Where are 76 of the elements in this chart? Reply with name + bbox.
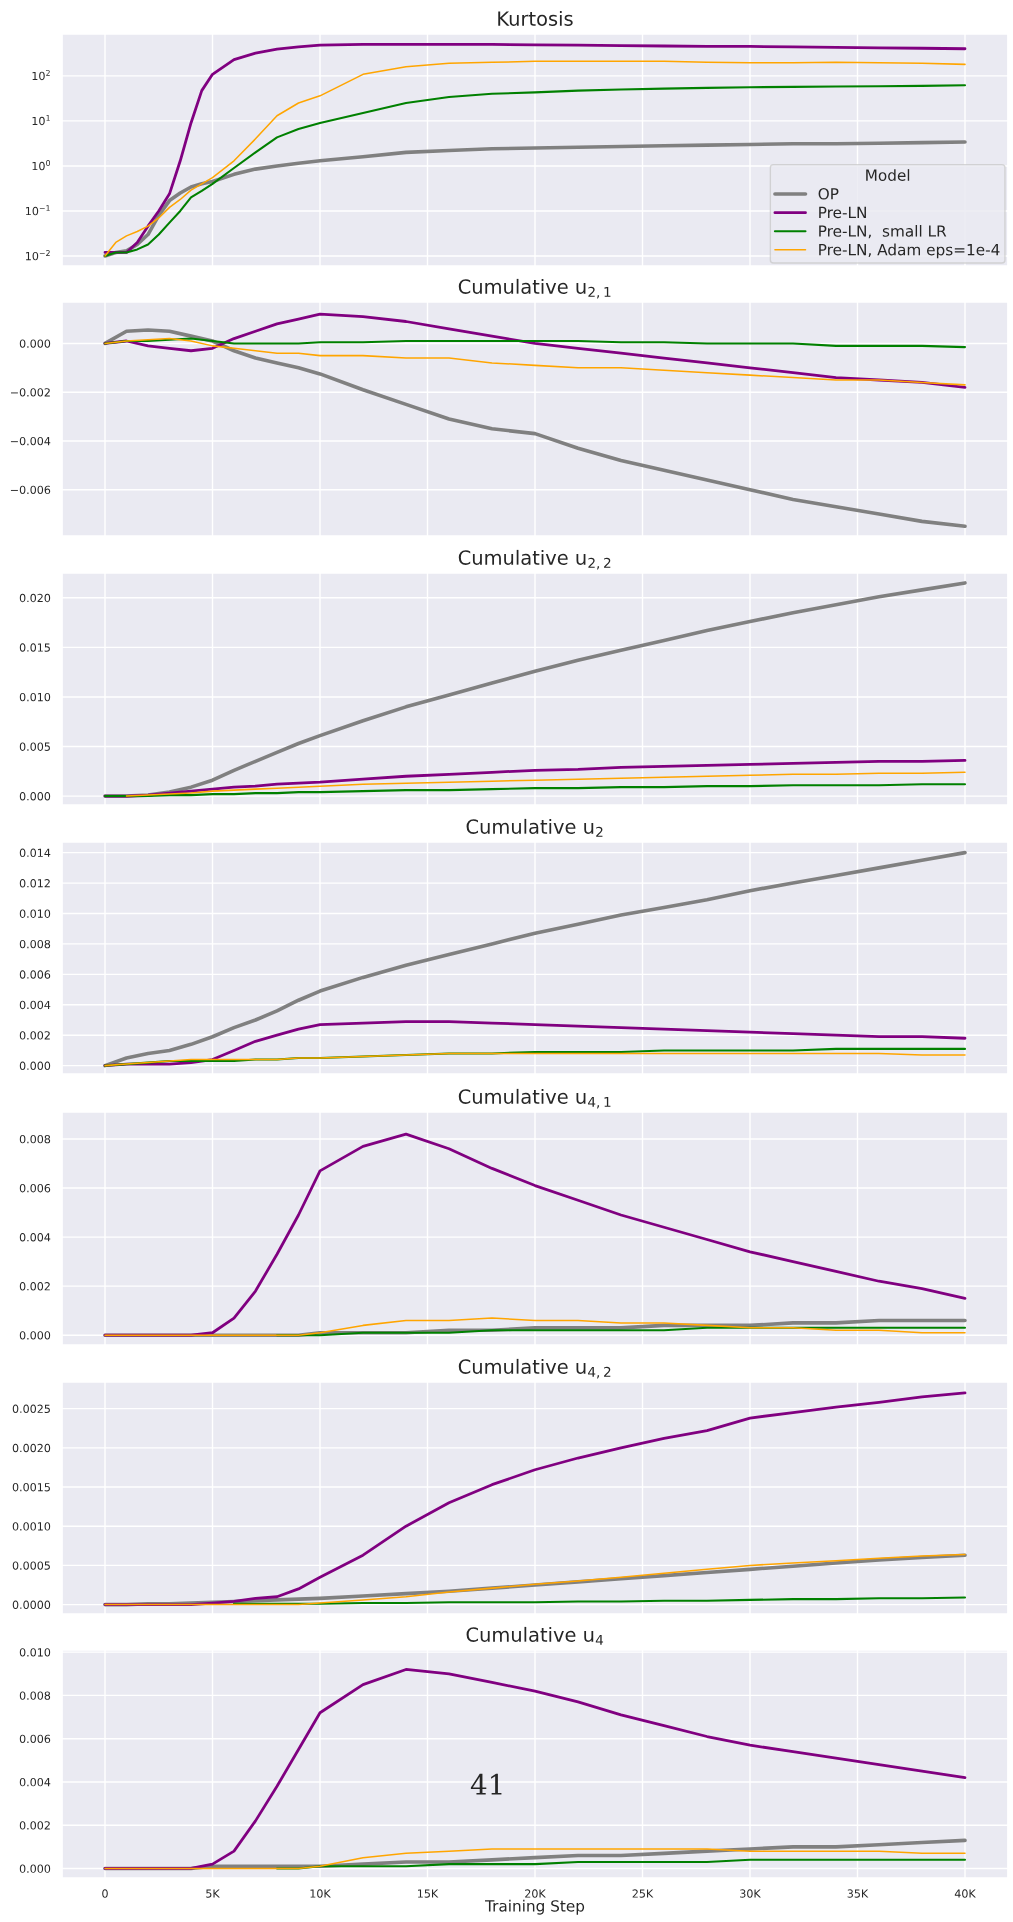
- x-tick-label: 0: [102, 1889, 108, 1898]
- x-tick-label: 5K: [206, 1889, 220, 1898]
- y-tick-label: 0.012: [19, 879, 50, 888]
- chart-title: Cumulative u$_{2}$: [466, 818, 603, 837]
- y-tick-label: 0.000: [19, 792, 51, 801]
- y-tick-label: −0.002: [10, 388, 50, 397]
- y-tick-label: 0.0025: [12, 1404, 50, 1414]
- y-tick-label: 10$^{0}$: [32, 160, 51, 171]
- x-tick-label: 30K: [740, 1889, 761, 1898]
- y-tick-label: 0.008: [19, 939, 51, 949]
- y-tick-label: 0.008: [19, 1691, 51, 1700]
- x-tick-label: 20K: [525, 1889, 546, 1898]
- legend-label: OP: [818, 188, 839, 200]
- y-tick-label: 0.002: [19, 1282, 50, 1291]
- line-series: [275, 1858, 967, 1870]
- x-tick-label: 40K: [954, 1889, 976, 1898]
- y-tick-label: 0.005: [19, 742, 50, 751]
- y-tick-label: 10$^{−1}$: [26, 205, 50, 216]
- y-tick-label: 0.0005: [12, 1561, 50, 1570]
- y-tick-label: 0.014: [19, 848, 51, 858]
- x-tick-label: 15K: [418, 1889, 439, 1898]
- y-tick-label: 0.0020: [12, 1443, 51, 1453]
- line-series: [232, 1596, 967, 1605]
- line-series: [104, 337, 966, 386]
- chart-title: Kurtosis: [498, 10, 573, 26]
- y-tick-label: 0.010: [19, 692, 51, 702]
- line-series: [103, 337, 967, 349]
- y-tick-label: −0.006: [10, 485, 51, 495]
- line-series: [104, 1848, 966, 1870]
- y-tick-label: 0.020: [19, 593, 51, 603]
- legend-label: Pre-LN, Adam eps=1e-4: [819, 243, 1000, 259]
- chart-title: Cumulative u$_{4,1}$: [458, 1088, 611, 1109]
- x-tick-label: 35K: [847, 1889, 869, 1898]
- y-tick-label: 0.000: [19, 1061, 51, 1071]
- chart-title: Cumulative u$_{2,2}$: [458, 549, 611, 570]
- chart-title: Cumulative u$_{4,2}$: [458, 1358, 611, 1379]
- legend-title: Model: [866, 169, 910, 181]
- legend-label: Pre-LN: [819, 206, 866, 219]
- y-tick-label: −0.004: [10, 436, 51, 446]
- line-series: [103, 1020, 967, 1068]
- line-series: [103, 783, 967, 798]
- y-tick-label: 0.004: [19, 1233, 51, 1242]
- y-tick-label: 0.0010: [12, 1522, 51, 1531]
- y-tick-label: 0.002: [19, 1821, 50, 1830]
- y-tick-label: 0.002: [19, 1031, 50, 1040]
- y-tick-label: 0.006: [19, 1734, 51, 1744]
- x-axis-title: Training Step: [485, 1899, 585, 1915]
- annotation: 41: [470, 1773, 502, 1795]
- chart-title: Cumulative u$_{2,1}$: [458, 278, 611, 299]
- y-tick-label: 0.010: [19, 1648, 51, 1657]
- y-tick-label: 0.0000: [12, 1600, 51, 1609]
- y-tick-label: 0.000: [19, 339, 51, 348]
- x-tick-label: 25K: [632, 1889, 654, 1898]
- line-series: [103, 581, 967, 798]
- line-series: [103, 328, 967, 529]
- chart-title: Cumulative u$_{4}$: [466, 1626, 604, 1645]
- y-tick-label: 0.006: [19, 1184, 51, 1193]
- line-series: [103, 1668, 967, 1870]
- line-series: [125, 771, 966, 797]
- y-tick-label: 10$^{2}$: [32, 69, 50, 81]
- y-tick-label: 0.015: [19, 643, 50, 652]
- y-tick-label: 0.000: [19, 1331, 51, 1340]
- y-tick-label: 0.006: [19, 970, 51, 979]
- y-tick-label: 10$^{1}$: [32, 115, 50, 126]
- x-tick-label: 10K: [310, 1889, 331, 1898]
- legend-label: Pre-LN, small LR: [819, 224, 947, 239]
- y-tick-label: 0.008: [19, 1134, 51, 1144]
- line-series: [104, 1052, 966, 1067]
- line-series: [103, 1047, 967, 1067]
- y-tick-label: 0.000: [19, 1864, 51, 1873]
- line-series: [103, 850, 967, 1068]
- y-tick-label: 0.004: [19, 1777, 51, 1787]
- y-tick-label: 0.004: [19, 1000, 51, 1010]
- y-tick-label: 0.0015: [12, 1483, 50, 1492]
- y-tick-label: 0.010: [19, 909, 51, 918]
- y-tick-label: 10$^{−2}$: [26, 250, 50, 261]
